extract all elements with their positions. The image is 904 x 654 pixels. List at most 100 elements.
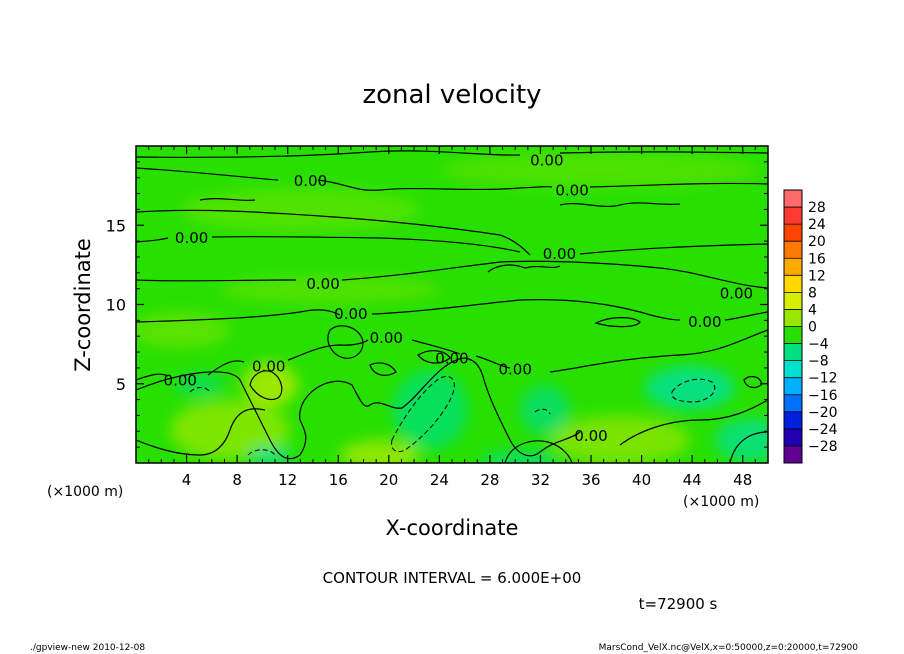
x-tick-label: 12 [278, 471, 297, 489]
field-blob-negative [248, 447, 292, 463]
contour-line [136, 357, 581, 460]
x-tick-label: 8 [232, 471, 242, 489]
contour-label: 0.00 [530, 151, 563, 169]
x-tick-label: 40 [632, 471, 651, 489]
contour-interval-note: CONTOUR INTERVAL = 6.000E+00 [323, 569, 582, 587]
field-blob-positive [550, 415, 690, 463]
colorbar-label: −4 [808, 337, 829, 353]
colorbar-band [784, 326, 802, 345]
contour-label: 0.00 [435, 349, 468, 367]
contour-line [136, 150, 768, 158]
x-tick-label: 44 [683, 471, 702, 489]
contour-line [136, 329, 768, 381]
contour-label: 0.00 [720, 284, 753, 302]
contour-label: 0.00 [252, 357, 285, 375]
contour-lines [136, 150, 768, 463]
colorbar-band [784, 190, 802, 208]
colorbar-label: −24 [808, 422, 838, 438]
x-tick-label: 16 [329, 471, 348, 489]
colorbar-label: 28 [808, 200, 826, 216]
colorbar-band [784, 428, 802, 447]
contour-line [594, 317, 641, 328]
footer-left: ./gpview-new 2010-12-08 [30, 643, 145, 653]
field-blob-negative [645, 366, 735, 410]
field-blob-negative [715, 418, 768, 462]
colorbar-label: 16 [808, 251, 826, 267]
contour-line [199, 197, 256, 202]
contour-label: 0.00 [370, 329, 403, 347]
x-tick-label: 4 [182, 471, 192, 489]
colorbar-label: −12 [808, 371, 838, 387]
field-blob-positive [340, 440, 420, 463]
colorbar-label: −28 [808, 439, 838, 455]
colorbar-label: −20 [808, 405, 838, 421]
contour-line-negative [247, 449, 276, 456]
negative-contours [189, 376, 716, 456]
colorbar-band [784, 377, 802, 396]
x-tick-label: 36 [581, 471, 600, 489]
chart-title: zonal velocity [362, 80, 541, 110]
x-axis-unit-right: (×1000 m) [683, 494, 759, 510]
colorbar-band [784, 207, 802, 225]
colorbar-label: 4 [808, 302, 817, 318]
contour-line [327, 325, 364, 359]
contour-label: 0.00 [306, 275, 339, 293]
y-tick-label: 5 [116, 375, 126, 394]
contour-line [136, 167, 768, 191]
contour-label: 0.00 [555, 181, 588, 199]
colorbar-band [784, 360, 802, 379]
colorbar-band [784, 343, 802, 362]
colorbar-band [784, 275, 802, 293]
colorbar-label: 24 [808, 217, 826, 233]
contour-line [619, 399, 768, 446]
colorbar-band [784, 309, 802, 327]
x-tick-label: 32 [531, 471, 550, 489]
colorbar-band [784, 292, 802, 310]
contour-label: 0.00 [574, 427, 607, 445]
contour-line [369, 362, 397, 376]
contour-line [559, 202, 681, 208]
colorbar-band [784, 411, 802, 430]
x-tick-label: 48 [733, 471, 752, 489]
field-blob-positive [180, 188, 420, 232]
contour-labels: 0.000.000.000.000.000.000.000.00 0.000.00… [164, 151, 754, 445]
contour-line [136, 408, 266, 456]
time-label: t=72900 s [639, 595, 718, 613]
field-blob-positive [136, 312, 230, 348]
contour-line [136, 260, 768, 289]
contour-line-negative [534, 408, 551, 415]
colorbar-label: 8 [808, 285, 817, 301]
y-tick-label: 10 [106, 296, 126, 315]
colorbar-band [784, 241, 802, 259]
x-tick-label: 20 [379, 471, 398, 489]
field-blob-positive [440, 152, 760, 188]
contour-line [136, 209, 531, 256]
contour-line [504, 440, 573, 463]
colorbar-label: 0 [808, 320, 817, 336]
contour-line [729, 431, 768, 463]
contour-line-negative [189, 387, 211, 393]
colorbar-label: −8 [808, 354, 829, 370]
x-tick-label: 24 [430, 471, 449, 489]
y-axis-label: Z-coordinate [71, 238, 95, 372]
contour-label: 0.00 [334, 305, 367, 323]
x-axis-ticks: 4 8 12 16 20 24 28 32 36 40 44 48 [148, 146, 756, 489]
colorbar-band [784, 445, 802, 464]
y-tick-label: 15 [106, 216, 126, 235]
contour-line [249, 370, 283, 401]
contour-line [417, 350, 451, 364]
x-axis-label: X-coordinate [386, 516, 519, 540]
contour-line-negative [671, 378, 716, 403]
x-tick-label: 28 [480, 471, 499, 489]
contour-line [136, 299, 768, 323]
field-blob-negative [520, 385, 570, 435]
field-blob-positive [220, 276, 440, 304]
plot-area: 0.000.000.000.000.000.000.000.00 0.000.00… [136, 146, 768, 463]
colorbar-label: 12 [808, 268, 826, 284]
colorbar-label: 20 [808, 234, 826, 250]
contour-label: 0.00 [175, 229, 208, 247]
contour-label: 0.00 [543, 245, 576, 263]
contour-label: 0.00 [498, 360, 531, 378]
